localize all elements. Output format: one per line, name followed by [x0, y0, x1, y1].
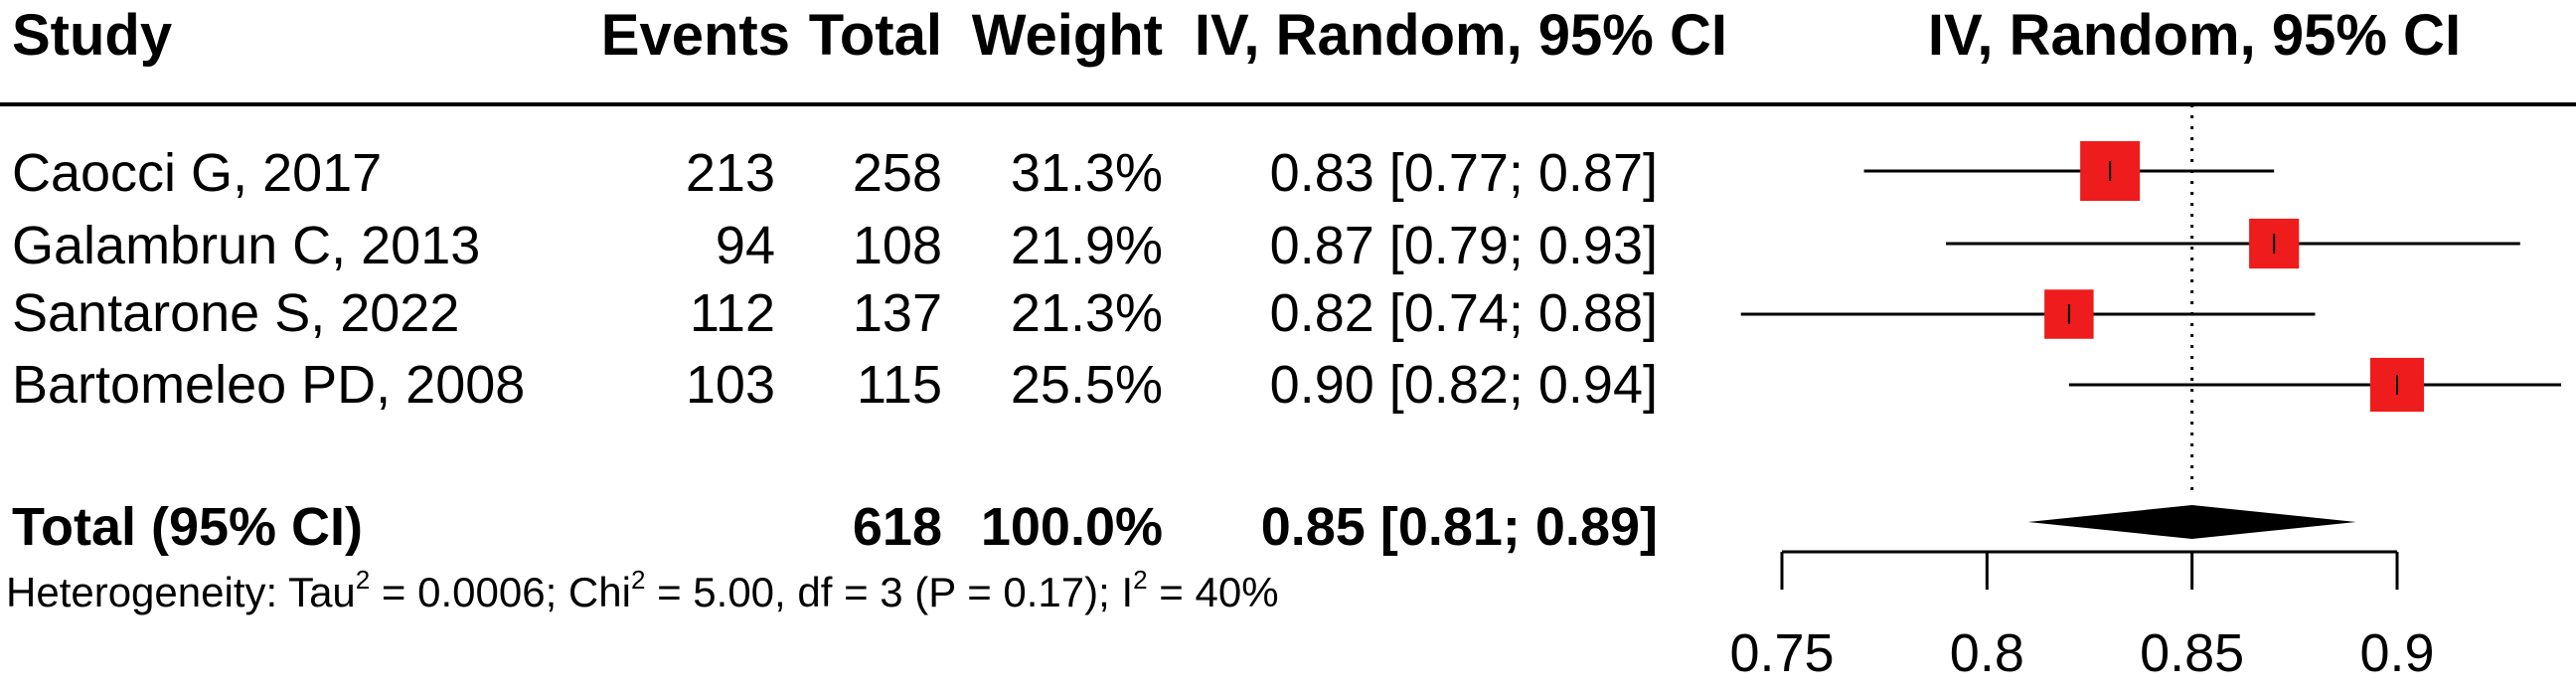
- study-total: 108: [853, 216, 942, 275]
- plot-area: 0.75 0.8 0.85 0.9: [1729, 104, 2562, 683]
- pooled-diamond: [2027, 505, 2356, 539]
- study-name: Santarone S, 2022: [12, 283, 459, 343]
- study-row: Caocci G, 2017 213 258 31.3% 0.83 [0.77;…: [12, 143, 1658, 203]
- study-ci: 0.90 [0.82; 0.94]: [1270, 355, 1658, 415]
- header-study: Study: [12, 3, 172, 68]
- study-total: 258: [853, 143, 942, 203]
- heterogeneity-text: Heterogeneity: Tau2 = 0.0006; Chi2 = 5.0…: [6, 565, 1279, 615]
- header-weight: Weight: [972, 3, 1163, 68]
- total-label: Total (95% CI): [12, 497, 363, 557]
- header-ci: IV, Random, 95% CI: [1195, 3, 1727, 68]
- study-row: Galambrun C, 2013 94 108 21.9% 0.87 [0.7…: [12, 216, 1658, 275]
- study-events: 213: [686, 143, 775, 203]
- study-row: Santarone S, 2022 112 137 21.3% 0.82 [0.…: [12, 283, 1658, 343]
- study-row: Bartomeleo PD, 2008 103 115 25.5% 0.90 […: [12, 355, 1658, 415]
- study-events: 94: [716, 216, 775, 275]
- study-weight: 31.3%: [1011, 143, 1163, 203]
- study-ci: 0.83 [0.77; 0.87]: [1270, 143, 1658, 203]
- total-count: 618: [853, 497, 942, 557]
- study-weight: 25.5%: [1011, 355, 1163, 415]
- header-events: Events: [601, 3, 790, 68]
- header-total: Total: [809, 3, 942, 68]
- study-name: Bartomeleo PD, 2008: [12, 355, 525, 415]
- header-plot: IV, Random, 95% CI: [1928, 3, 2461, 68]
- x-tick-label: 0.75: [1729, 623, 1834, 683]
- study-name: Caocci G, 2017: [12, 143, 382, 203]
- study-total: 115: [857, 355, 942, 415]
- study-weight: 21.3%: [1011, 283, 1163, 343]
- study-events: 112: [690, 283, 775, 343]
- study-events: 103: [686, 355, 775, 415]
- x-tick-label: 0.85: [2140, 623, 2244, 683]
- x-tick-label: 0.9: [2359, 623, 2434, 683]
- study-ci: 0.87 [0.79; 0.93]: [1270, 216, 1658, 275]
- study-total: 137: [853, 283, 942, 343]
- study-weight: 21.9%: [1011, 216, 1163, 275]
- x-tick-label: 0.8: [1950, 623, 2024, 683]
- study-name: Galambrun C, 2013: [12, 216, 480, 275]
- total-weight: 100.0%: [981, 497, 1163, 557]
- study-ci: 0.82 [0.74; 0.88]: [1270, 283, 1658, 343]
- total-row: Total (95% CI) 618 100.0% 0.85 [0.81; 0.…: [12, 497, 1658, 557]
- total-ci: 0.85 [0.81; 0.89]: [1261, 497, 1658, 557]
